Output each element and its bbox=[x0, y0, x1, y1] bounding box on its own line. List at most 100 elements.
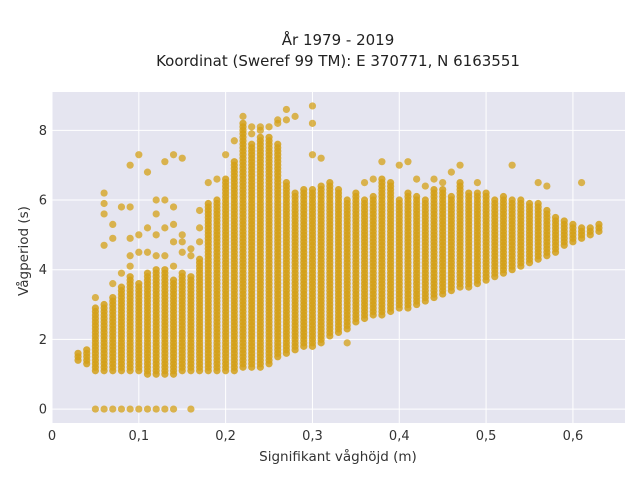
data-point bbox=[369, 192, 377, 201]
data-point bbox=[560, 217, 568, 225]
data-point bbox=[152, 266, 160, 274]
data-point bbox=[187, 273, 195, 281]
y-tick-label: 8 bbox=[39, 124, 47, 139]
data-point bbox=[100, 241, 108, 249]
data-point bbox=[430, 175, 438, 183]
data-point bbox=[109, 220, 117, 228]
data-point bbox=[83, 346, 91, 354]
x-tick-label: 0,6 bbox=[563, 429, 584, 444]
data-point bbox=[439, 185, 447, 194]
data-point bbox=[343, 339, 351, 347]
data-point bbox=[117, 405, 126, 413]
data-point bbox=[534, 199, 542, 208]
data-point bbox=[439, 178, 447, 187]
data-point bbox=[421, 182, 429, 190]
data-point bbox=[378, 175, 386, 183]
y-tick-label: 0 bbox=[39, 403, 47, 418]
chart-title-line-2: Koordinat (Sweref 99 TM): E 370771, N 61… bbox=[156, 52, 520, 70]
data-point bbox=[178, 269, 186, 277]
data-point bbox=[508, 196, 516, 204]
data-point bbox=[161, 405, 169, 413]
data-point bbox=[135, 405, 143, 413]
data-point bbox=[213, 175, 221, 183]
data-point bbox=[178, 238, 186, 246]
data-point bbox=[195, 224, 204, 232]
data-point bbox=[169, 151, 178, 159]
data-point bbox=[499, 192, 508, 201]
data-point bbox=[230, 137, 238, 145]
data-point bbox=[161, 266, 169, 274]
data-point bbox=[222, 151, 230, 159]
data-point bbox=[91, 405, 100, 413]
data-point bbox=[126, 252, 134, 260]
data-point bbox=[265, 133, 273, 141]
data-point bbox=[109, 405, 117, 413]
data-point bbox=[577, 178, 586, 187]
data-point bbox=[152, 210, 160, 218]
x-tick-label: 0,3 bbox=[302, 429, 323, 444]
data-point bbox=[447, 192, 455, 201]
y-tick-label: 6 bbox=[39, 194, 47, 209]
data-point bbox=[161, 196, 169, 204]
data-point bbox=[508, 161, 516, 169]
data-point bbox=[239, 112, 247, 120]
x-axis-ticks: 0 0,1 0,2 0,3 0,4 0,5 0,6 bbox=[48, 429, 583, 444]
data-point bbox=[143, 224, 152, 232]
data-point bbox=[569, 220, 577, 228]
data-point bbox=[187, 405, 195, 413]
data-point bbox=[430, 185, 438, 194]
data-point bbox=[404, 158, 412, 166]
data-point bbox=[100, 189, 108, 197]
data-point bbox=[248, 130, 256, 138]
data-point bbox=[135, 151, 143, 159]
data-point bbox=[360, 178, 369, 187]
data-point bbox=[178, 248, 186, 256]
data-point bbox=[204, 199, 212, 208]
data-point bbox=[187, 252, 195, 260]
y-tick-label: 2 bbox=[39, 333, 47, 348]
data-point bbox=[543, 206, 551, 215]
data-point bbox=[195, 255, 204, 263]
data-point bbox=[239, 119, 247, 127]
data-point bbox=[326, 178, 334, 187]
data-point bbox=[195, 238, 204, 246]
chart-title-line-1: År 1979 - 2019 bbox=[282, 30, 395, 49]
data-point bbox=[317, 154, 325, 162]
data-point bbox=[109, 280, 117, 288]
data-point bbox=[109, 234, 117, 242]
data-point bbox=[586, 224, 594, 232]
data-point bbox=[126, 262, 134, 270]
data-point bbox=[248, 123, 256, 131]
data-point bbox=[195, 206, 204, 215]
data-point bbox=[282, 105, 291, 114]
data-point bbox=[169, 203, 178, 211]
data-point bbox=[100, 405, 108, 413]
data-point bbox=[126, 234, 134, 242]
data-point bbox=[169, 220, 178, 228]
data-point bbox=[117, 269, 126, 277]
data-point bbox=[135, 231, 143, 239]
data-point bbox=[152, 252, 160, 260]
data-point bbox=[525, 199, 534, 208]
data-point bbox=[213, 196, 221, 204]
data-point bbox=[369, 175, 377, 183]
data-point bbox=[282, 116, 291, 124]
data-point bbox=[595, 220, 603, 228]
data-point bbox=[143, 269, 152, 277]
data-point bbox=[404, 189, 412, 197]
data-point bbox=[178, 154, 186, 162]
y-axis-label: Vågperiod (s) bbox=[15, 206, 32, 296]
data-point bbox=[91, 293, 100, 302]
data-point bbox=[551, 213, 560, 222]
data-point bbox=[517, 196, 525, 204]
data-point bbox=[447, 168, 455, 176]
data-point bbox=[395, 196, 403, 204]
data-point bbox=[117, 283, 126, 291]
data-point bbox=[169, 262, 178, 270]
data-point bbox=[386, 178, 395, 187]
data-point bbox=[126, 161, 134, 169]
data-point bbox=[256, 133, 264, 141]
data-point bbox=[143, 168, 152, 176]
data-point bbox=[161, 252, 169, 260]
